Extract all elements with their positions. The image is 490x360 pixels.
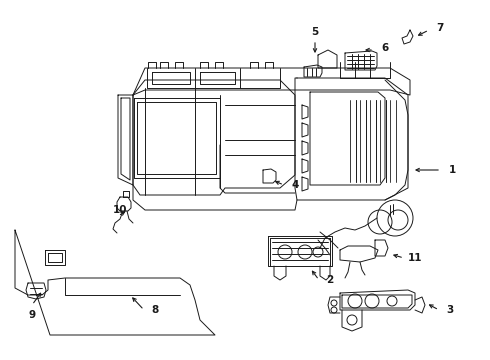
Text: 7: 7	[436, 23, 443, 33]
Text: 1: 1	[448, 165, 456, 175]
Text: 10: 10	[113, 205, 127, 215]
Text: 9: 9	[28, 310, 36, 320]
Text: 6: 6	[381, 43, 389, 53]
Text: 11: 11	[408, 253, 422, 263]
Text: 3: 3	[446, 305, 454, 315]
Text: 4: 4	[292, 180, 299, 190]
Text: 2: 2	[326, 275, 334, 285]
Text: 8: 8	[151, 305, 159, 315]
Text: 5: 5	[311, 27, 318, 37]
